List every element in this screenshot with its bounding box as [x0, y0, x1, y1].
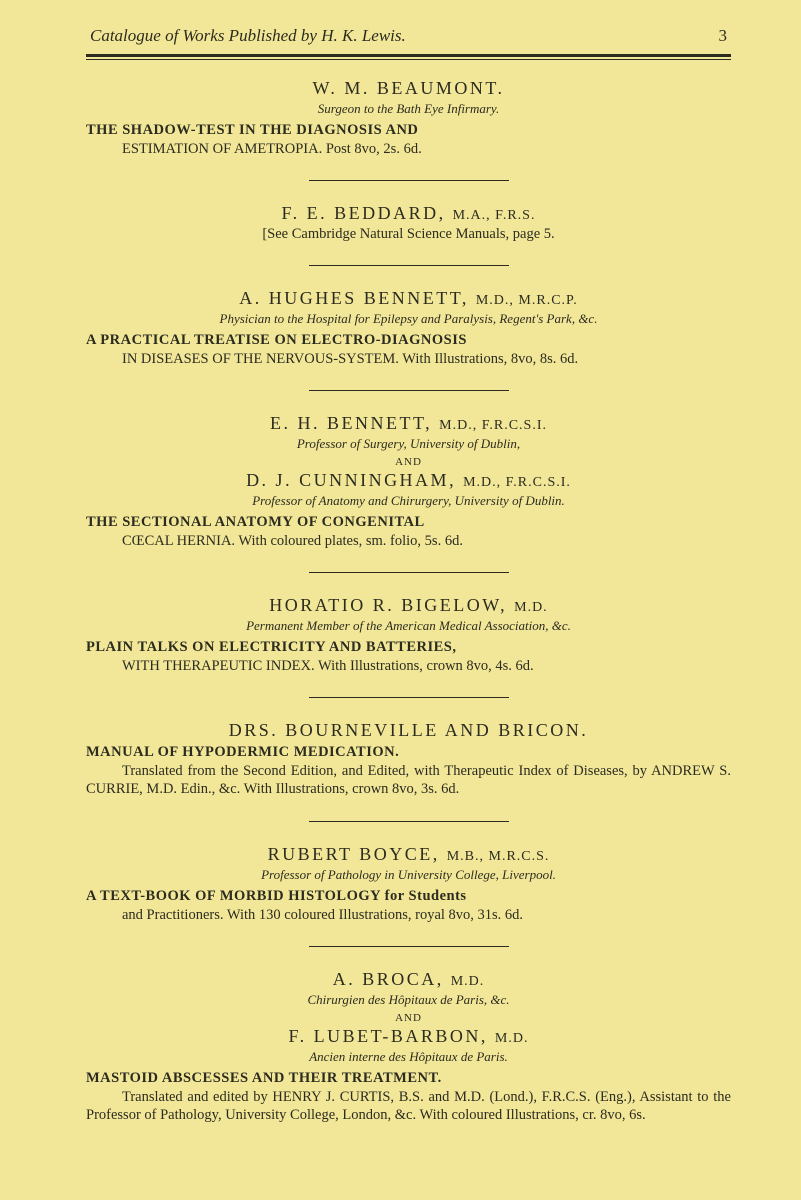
catalogue-page: Catalogue of Works Published by H. K. Le…	[0, 0, 801, 1167]
header-rule	[86, 54, 731, 60]
separator-rule	[309, 946, 509, 947]
work-title: A TEXT-BOOK OF MORBID HISTOLOGY for Stud…	[86, 888, 467, 904]
running-title: Catalogue of Works Published by H. K. Le…	[90, 26, 406, 46]
author-subtitle: Professor of Surgery, University of Dubl…	[86, 436, 731, 452]
work-description: MANUAL OF HYPODERMIC MEDICATION. Transla…	[86, 743, 731, 799]
work-description: PLAIN TALKS ON ELECTRICITY AND BATTERIES…	[86, 638, 731, 675]
catalogue-entry: F. E. BEDDARD, M.A., F.R.S. [See Cambrid…	[86, 203, 731, 243]
work-title: MASTOID ABSCESSES AND THEIR TREATMENT.	[86, 1070, 442, 1086]
author-name: RUBERT BOYCE, M.B., M.R.C.S.	[86, 844, 731, 865]
catalogue-entry: E. H. BENNETT, M.D., F.R.C.S.I. Professo…	[86, 413, 731, 550]
separator-rule	[309, 821, 509, 822]
work-details: ESTIMATION OF AMETROPIA. Post 8vo, 2s. 6…	[122, 141, 422, 157]
work-details: and Practitioners. With 130 coloured Ill…	[122, 907, 523, 923]
work-description: THE SECTIONAL ANATOMY OF CONGENITAL CŒCA…	[86, 513, 731, 550]
author-subtitle: Chirurgien des Hôpitaux de Paris, &c.	[86, 992, 731, 1008]
author-subtitle: Surgeon to the Bath Eye Infirmary.	[86, 101, 731, 117]
work-details: CŒCAL HERNIA. With coloured plates, sm. …	[122, 533, 463, 549]
work-details: WITH THERAPEUTIC INDEX. With Illustratio…	[122, 658, 534, 674]
separator-rule	[309, 572, 509, 573]
and-conjunction: AND	[86, 456, 731, 468]
work-details: IN DISEASES OF THE NERVOUS-SYSTEM. With …	[122, 351, 578, 367]
author-name: F. E. BEDDARD, M.A., F.R.S.	[86, 203, 731, 224]
catalogue-entry: A. BROCA, M.D. Chirurgien des Hôpitaux d…	[86, 969, 731, 1125]
author-name: A. HUGHES BENNETT, M.D., M.R.C.P.	[86, 288, 731, 309]
separator-rule	[309, 390, 509, 391]
catalogue-entry: HORATIO R. BIGELOW, M.D. Permanent Membe…	[86, 595, 731, 675]
separator-rule	[309, 180, 509, 181]
separator-rule	[309, 697, 509, 698]
author-subtitle: Professor of Anatomy and Chirurgery, Uni…	[86, 493, 731, 509]
work-title: THE SECTIONAL ANATOMY OF CONGENITAL	[86, 514, 425, 530]
separator-rule	[309, 265, 509, 266]
work-description: A PRACTICAL TREATISE ON ELECTRO-DIAGNOSI…	[86, 331, 731, 368]
author-subtitle: Physician to the Hospital for Epilepsy a…	[86, 311, 731, 327]
author-subtitle: Ancien interne des Hôpitaux de Paris.	[86, 1049, 731, 1065]
catalogue-entry: W. M. BEAUMONT. Surgeon to the Bath Eye …	[86, 78, 731, 158]
author-subtitle: Permanent Member of the American Medical…	[86, 618, 731, 634]
author-name: DRS. BOURNEVILLE AND BRICON.	[86, 720, 731, 741]
and-conjunction: AND	[86, 1012, 731, 1024]
running-header: Catalogue of Works Published by H. K. Le…	[86, 26, 731, 46]
work-title: THE SHADOW-TEST IN THE DIAGNOSIS AND	[86, 122, 418, 138]
work-description: MASTOID ABSCESSES AND THEIR TREATMENT. T…	[86, 1069, 731, 1125]
author-name: F. LUBET-BARBON, M.D.	[86, 1026, 731, 1047]
work-details: Translated from the Second Edition, and …	[86, 763, 731, 798]
catalogue-entry: DRS. BOURNEVILLE AND BRICON. MANUAL OF H…	[86, 720, 731, 799]
author-name: A. BROCA, M.D.	[86, 969, 731, 990]
cross-reference: [See Cambridge Natural Science Manuals, …	[86, 226, 731, 243]
work-description: A TEXT-BOOK OF MORBID HISTOLOGY for Stud…	[86, 887, 731, 924]
author-subtitle: Professor of Pathology in University Col…	[86, 867, 731, 883]
work-description: THE SHADOW-TEST IN THE DIAGNOSIS AND EST…	[86, 121, 731, 158]
work-title: MANUAL OF HYPODERMIC MEDICATION.	[86, 744, 399, 760]
author-name: HORATIO R. BIGELOW, M.D.	[86, 595, 731, 616]
work-title: A PRACTICAL TREATISE ON ELECTRO-DIAGNOSI…	[86, 332, 467, 348]
catalogue-entry: A. HUGHES BENNETT, M.D., M.R.C.P. Physic…	[86, 288, 731, 368]
work-title: PLAIN TALKS ON ELECTRICITY AND BATTERIES…	[86, 639, 456, 655]
work-details: Translated and edited by HENRY J. CURTIS…	[86, 1089, 731, 1124]
author-name: D. J. CUNNINGHAM, M.D., F.R.C.S.I.	[86, 470, 731, 491]
author-name: W. M. BEAUMONT.	[86, 78, 731, 99]
page-number: 3	[719, 26, 728, 46]
catalogue-entry: RUBERT BOYCE, M.B., M.R.C.S. Professor o…	[86, 844, 731, 924]
author-name: E. H. BENNETT, M.D., F.R.C.S.I.	[86, 413, 731, 434]
